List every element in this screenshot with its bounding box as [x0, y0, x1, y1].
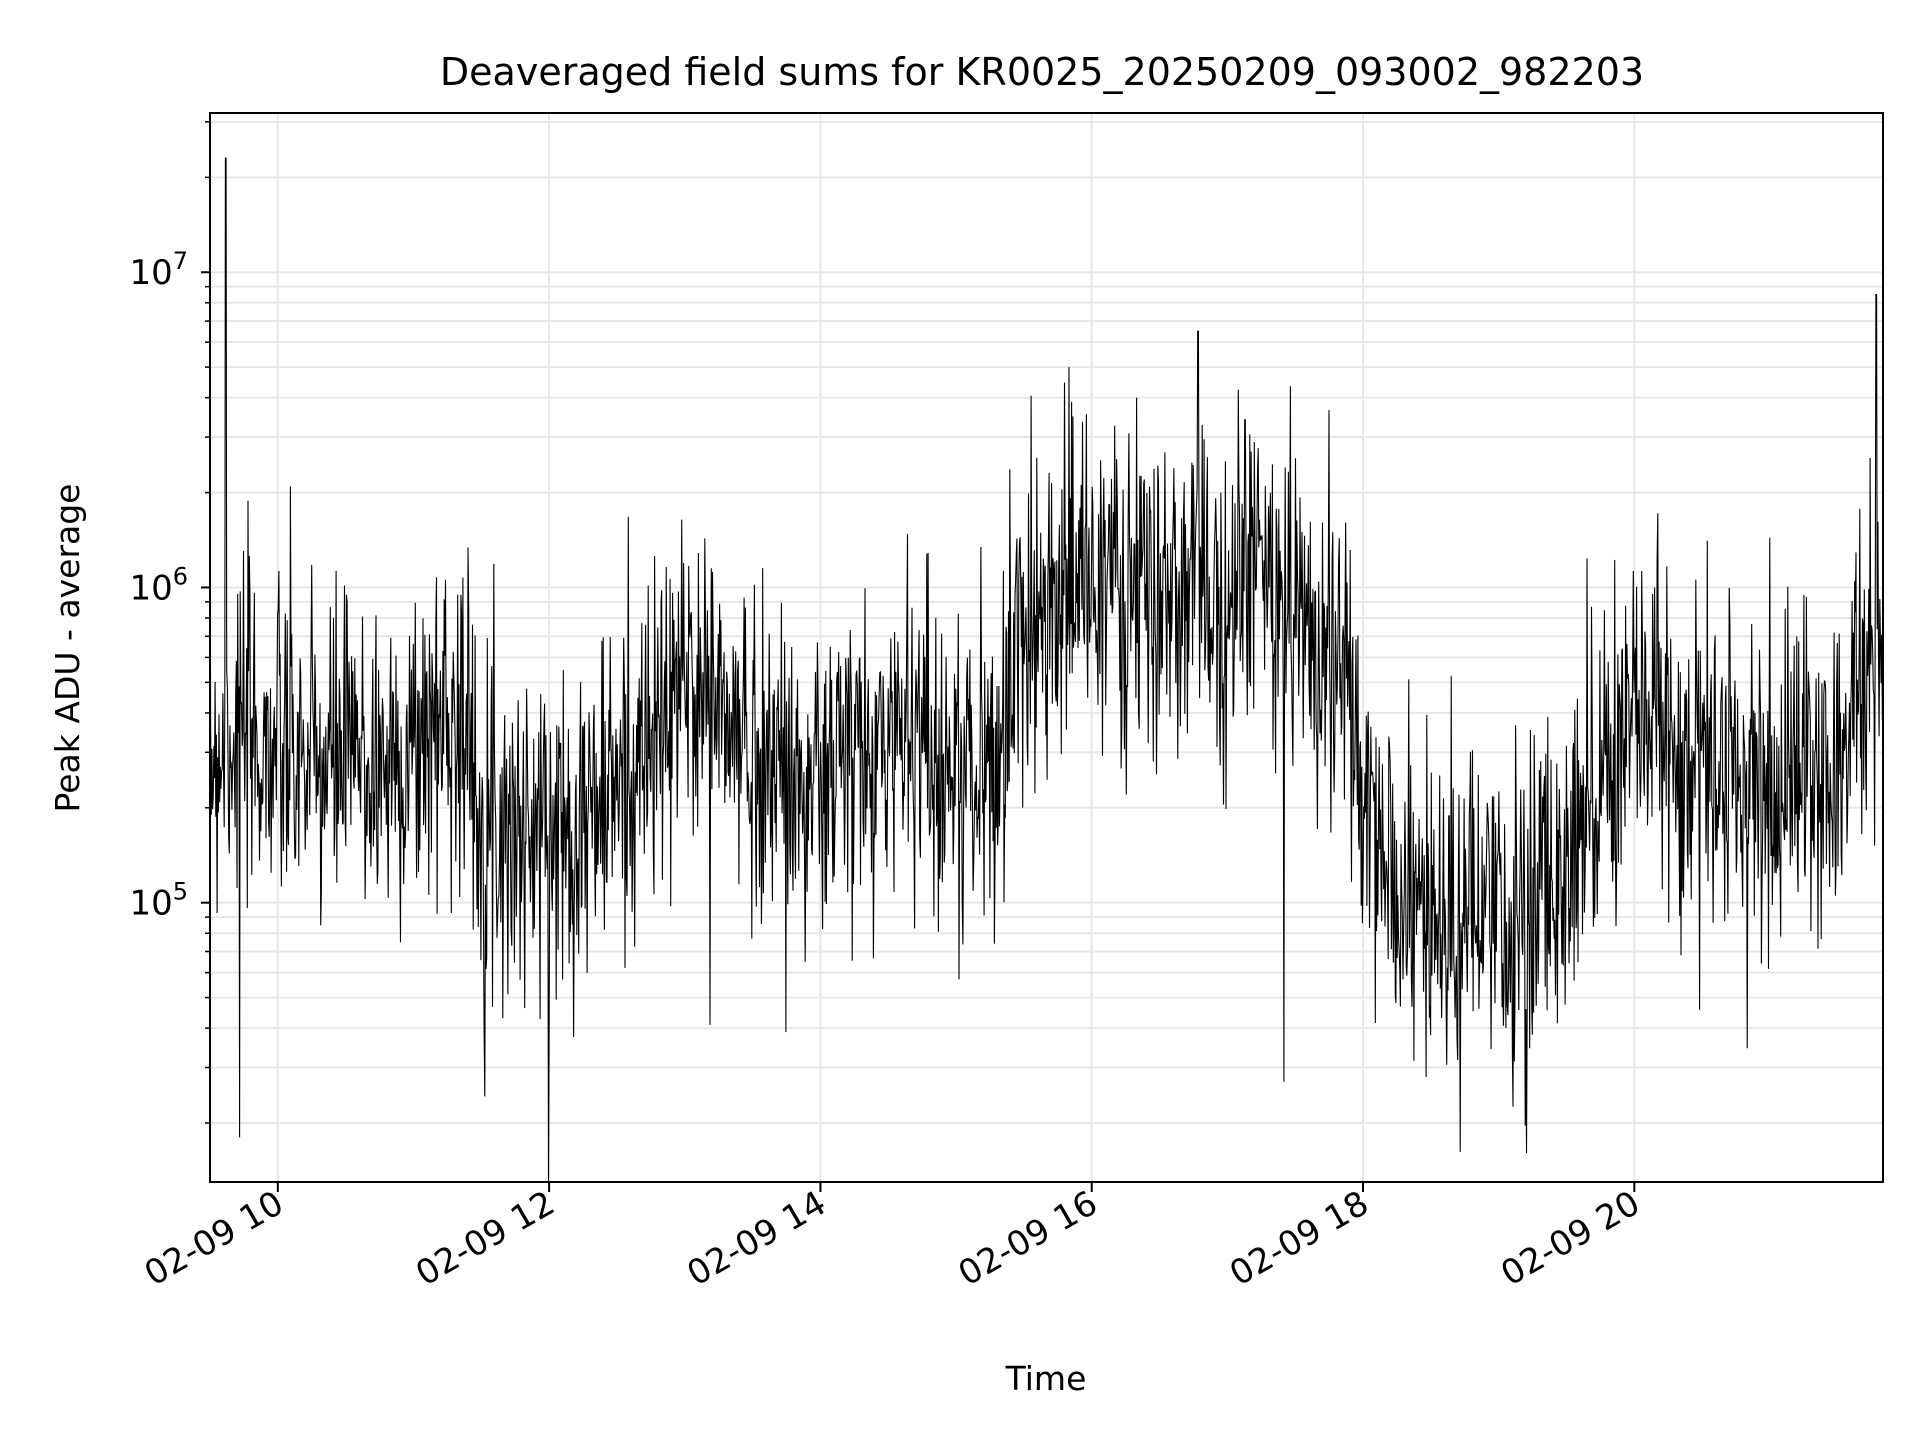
x-axis-label: Time	[1005, 1359, 1087, 1398]
y-tick-label: 107	[129, 247, 188, 293]
series-line	[209, 157, 1884, 1181]
y-tick-label: 105	[129, 878, 188, 924]
axes-frame	[209, 112, 1884, 1183]
y-axis: 105 106 107	[129, 121, 210, 1124]
plot-area	[209, 157, 1884, 1181]
y-tick-label: 106	[129, 562, 188, 608]
chart-title: Deaveraged field sums for KR0025_2025020…	[440, 50, 1644, 94]
y-axis-label: Peak ADU - average	[48, 484, 87, 813]
